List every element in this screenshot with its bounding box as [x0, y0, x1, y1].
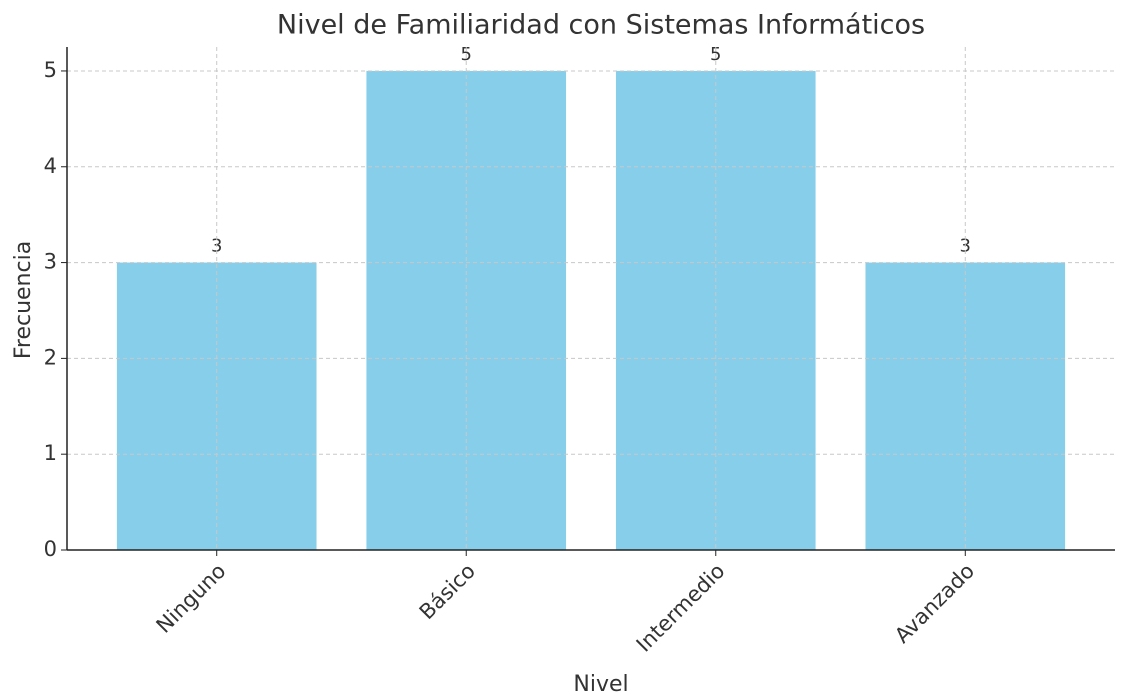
y-tick-label: 3	[44, 250, 57, 274]
bar	[366, 70, 567, 550]
x-tick-label: Avanzado	[890, 559, 979, 648]
y-tick-label: 5	[44, 58, 57, 82]
y-tick-label: 4	[44, 154, 57, 178]
y-tick-label: 1	[44, 441, 57, 465]
x-tick-label: Intermedio	[632, 559, 730, 657]
bar	[615, 70, 816, 550]
chart-title: Nivel de Familiaridad con Sistemas Infor…	[277, 10, 925, 41]
x-tick-label: Básico	[415, 559, 480, 624]
y-axis-label: Frecuencia	[11, 241, 36, 359]
x-axis-label: Nivel	[573, 672, 628, 697]
y-tick-label: 2	[44, 345, 57, 369]
y-tick-label: 0	[44, 537, 57, 561]
x-tick-label: Ninguno	[152, 559, 231, 638]
